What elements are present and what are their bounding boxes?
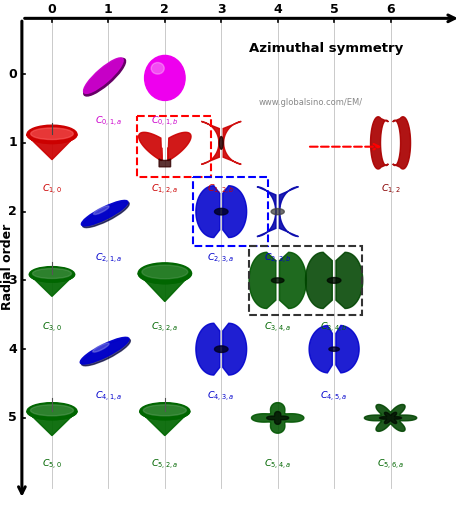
Polygon shape xyxy=(380,412,401,424)
Ellipse shape xyxy=(29,267,74,282)
Text: $C_{3,4,b}$: $C_{3,4,b}$ xyxy=(320,320,348,334)
Text: $C_{3,2,a}$: $C_{3,2,a}$ xyxy=(151,320,179,334)
Ellipse shape xyxy=(83,58,123,93)
Text: $C_{5,4,a}$: $C_{5,4,a}$ xyxy=(264,458,292,471)
Text: 2: 2 xyxy=(161,3,169,16)
Ellipse shape xyxy=(82,202,129,228)
Polygon shape xyxy=(328,277,341,283)
Text: 1: 1 xyxy=(8,136,17,149)
Polygon shape xyxy=(29,274,74,296)
Ellipse shape xyxy=(145,55,185,101)
Text: $C_{1,2,b}$: $C_{1,2,b}$ xyxy=(207,182,235,197)
Text: $C_{4,1,a}$: $C_{4,1,a}$ xyxy=(95,389,122,403)
Polygon shape xyxy=(272,278,284,283)
Bar xyxy=(249,246,362,315)
Polygon shape xyxy=(201,121,219,165)
Text: $C_{3,4,a}$: $C_{3,4,a}$ xyxy=(264,320,292,334)
Text: 5: 5 xyxy=(8,411,17,424)
Polygon shape xyxy=(267,411,289,424)
Text: $C_{4,5,a}$: $C_{4,5,a}$ xyxy=(320,389,348,403)
Polygon shape xyxy=(252,403,304,433)
Ellipse shape xyxy=(80,337,129,364)
Ellipse shape xyxy=(30,405,73,416)
Text: 3: 3 xyxy=(217,3,226,16)
Polygon shape xyxy=(215,346,228,353)
Polygon shape xyxy=(336,252,363,308)
Text: 4: 4 xyxy=(273,3,282,16)
Ellipse shape xyxy=(33,269,72,278)
Text: 2: 2 xyxy=(8,205,17,218)
Ellipse shape xyxy=(27,125,77,143)
Text: Radial order: Radial order xyxy=(1,224,14,310)
Polygon shape xyxy=(138,132,162,161)
Polygon shape xyxy=(168,132,191,161)
Text: $C_{0,1,b}$: $C_{0,1,b}$ xyxy=(151,114,179,128)
Polygon shape xyxy=(138,273,191,302)
Text: $C_{5,0}$: $C_{5,0}$ xyxy=(42,458,62,471)
Polygon shape xyxy=(309,326,332,373)
Text: $C_{2,1,a}$: $C_{2,1,a}$ xyxy=(95,251,122,265)
Ellipse shape xyxy=(140,403,190,420)
Text: $C_{1,2}$: $C_{1,2}$ xyxy=(381,182,401,197)
Ellipse shape xyxy=(31,128,73,140)
Ellipse shape xyxy=(82,339,130,366)
Ellipse shape xyxy=(84,58,126,96)
Polygon shape xyxy=(257,187,276,237)
Text: $C_{1,2,a}$: $C_{1,2,a}$ xyxy=(151,182,179,197)
Text: 6: 6 xyxy=(386,3,395,16)
Polygon shape xyxy=(280,187,299,237)
Text: Azimuthal symmetry: Azimuthal symmetry xyxy=(249,42,403,55)
Ellipse shape xyxy=(143,405,186,416)
Text: 3: 3 xyxy=(8,274,17,287)
Polygon shape xyxy=(336,326,359,373)
Ellipse shape xyxy=(27,403,77,420)
Ellipse shape xyxy=(151,62,164,74)
Polygon shape xyxy=(393,117,410,169)
Polygon shape xyxy=(371,117,388,169)
Polygon shape xyxy=(271,209,284,215)
Text: www.globalsino.com/EM/: www.globalsino.com/EM/ xyxy=(258,98,362,107)
Text: 1: 1 xyxy=(104,3,113,16)
Text: $C_{0,1,a}$: $C_{0,1,a}$ xyxy=(95,114,122,128)
Text: $C_{5,6,a}$: $C_{5,6,a}$ xyxy=(377,458,404,471)
Polygon shape xyxy=(140,411,190,435)
Polygon shape xyxy=(196,186,220,238)
Polygon shape xyxy=(306,252,332,308)
Polygon shape xyxy=(280,252,306,308)
Ellipse shape xyxy=(82,201,128,226)
Text: $C_{4,3,a}$: $C_{4,3,a}$ xyxy=(208,389,235,403)
Bar xyxy=(193,177,268,246)
Polygon shape xyxy=(219,137,223,149)
Text: 4: 4 xyxy=(8,343,17,356)
Polygon shape xyxy=(223,186,246,238)
Polygon shape xyxy=(196,323,220,375)
Polygon shape xyxy=(249,252,276,308)
Text: $C_{3,0}$: $C_{3,0}$ xyxy=(42,320,62,334)
Bar xyxy=(137,116,211,177)
Text: 0: 0 xyxy=(8,68,17,81)
Ellipse shape xyxy=(93,206,109,214)
Text: 0: 0 xyxy=(47,3,56,16)
Polygon shape xyxy=(329,347,339,352)
Text: $C_{2,3,b}$: $C_{2,3,b}$ xyxy=(264,251,292,265)
Polygon shape xyxy=(27,411,77,435)
Ellipse shape xyxy=(138,263,191,283)
Polygon shape xyxy=(27,134,77,160)
Polygon shape xyxy=(159,159,171,167)
Text: $C_{1,0}$: $C_{1,0}$ xyxy=(42,182,62,197)
Text: 5: 5 xyxy=(330,3,338,16)
Polygon shape xyxy=(223,323,246,375)
Ellipse shape xyxy=(93,343,109,352)
Polygon shape xyxy=(365,404,417,431)
Polygon shape xyxy=(223,121,241,165)
Text: $C_{5,2,a}$: $C_{5,2,a}$ xyxy=(151,458,179,471)
Text: $C_{2,3,a}$: $C_{2,3,a}$ xyxy=(208,251,235,265)
Ellipse shape xyxy=(142,265,188,279)
Polygon shape xyxy=(215,208,228,215)
